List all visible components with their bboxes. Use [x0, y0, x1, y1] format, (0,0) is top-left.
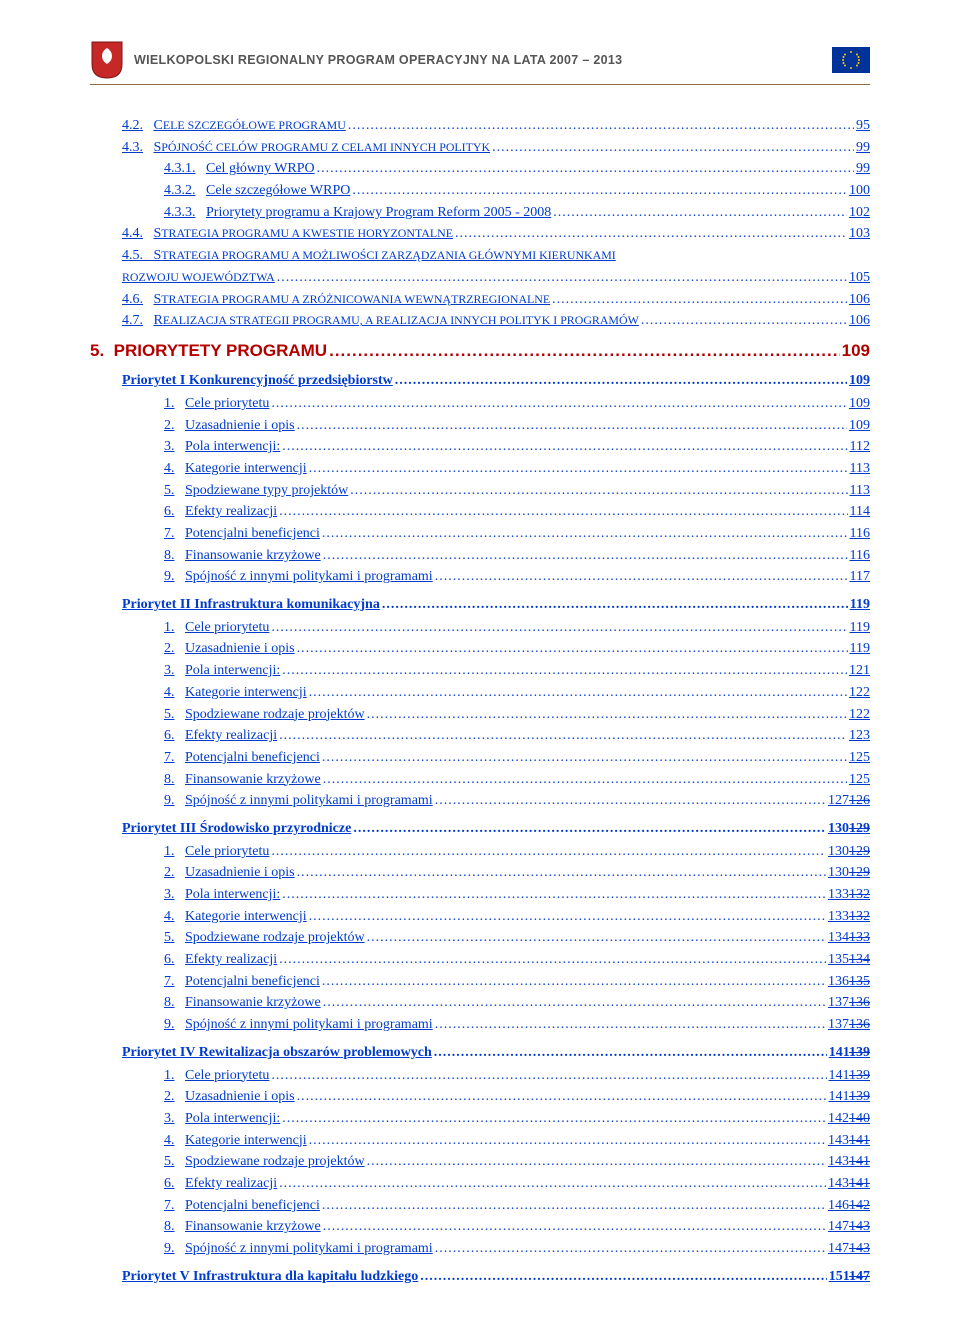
toc-entry[interactable]: 2. Uzasadnienie i opis 119 [90, 638, 870, 660]
toc-entry[interactable]: 4.6. STRATEGIA PROGRAMU A ZRÓŻNICOWANIA … [90, 289, 870, 311]
toc-entry[interactable]: 4.3.2. Cele szczegółowe WRPO 100 [90, 180, 870, 202]
toc-priority-heading[interactable]: Priorytet V Infrastruktura dla kapitału … [90, 1266, 870, 1288]
toc-entry[interactable]: 7. Potencjalni beneficjenci 125 [90, 747, 870, 769]
toc-entry[interactable]: 6. Efekty realizacji 135134 [90, 949, 870, 971]
toc-entry[interactable]: 7. Potencjalni beneficjenci 136135 [90, 971, 870, 993]
toc-entry[interactable]: 3. Pola interwencji: 112 [90, 436, 870, 458]
toc-entry[interactable]: 4.7. REALIZACJA STRATEGII PROGRAMU, A RE… [90, 310, 870, 332]
toc-entry[interactable]: 1. Cele priorytetu 141139 [90, 1065, 870, 1087]
toc-entry[interactable]: 8. Finansowanie krzyżowe 147143 [90, 1216, 870, 1238]
header-title: WIELKOPOLSKI REGIONALNY PROGRAM OPERACYJ… [134, 53, 822, 67]
toc-entry[interactable]: 2. Uzasadnienie i opis 109 [90, 415, 870, 437]
toc-entry[interactable]: 9. Spójność z innymi politykami i progra… [90, 1238, 870, 1260]
toc-entry[interactable]: 4.3.3. Priorytety programu a Krajowy Pro… [90, 202, 870, 224]
toc-entry[interactable]: 6. Efekty realizacji 143141 [90, 1173, 870, 1195]
toc-entry[interactable]: 6. Efekty realizacji 114 [90, 501, 870, 523]
toc-entry[interactable]: 4.5. STRATEGIA PROGRAMU A MOŻLIWOŚCI ZAR… [90, 245, 870, 267]
toc-entry[interactable]: 8. Finansowanie krzyżowe 125 [90, 769, 870, 791]
toc-entry[interactable]: 2. Uzasadnienie i opis 141139 [90, 1086, 870, 1108]
toc-entry-cont[interactable]: ROZWOJU WOJEWÓDZTWA 105 [90, 267, 870, 289]
toc-entry[interactable]: 5. Spodziewane rodzaje projektów 122 [90, 704, 870, 726]
toc-entry[interactable]: 4. Kategorie interwencji 143141 [90, 1130, 870, 1152]
toc-entry[interactable]: 4. Kategorie interwencji 122 [90, 682, 870, 704]
table-of-contents: 4.2. CELE SZCZEGÓŁOWE PROGRAMU 95 4.3. S… [90, 115, 870, 1287]
toc-chapter[interactable]: 5. PRIORYTETY PROGRAMU 109 [90, 338, 870, 364]
toc-entry[interactable]: 5. Spodziewane rodzaje projektów 143141 [90, 1151, 870, 1173]
toc-entry[interactable]: 1. Cele priorytetu 109 [90, 393, 870, 415]
toc-priority-heading[interactable]: Priorytet II Infrastruktura komunikacyjn… [90, 594, 870, 616]
toc-entry[interactable]: 7. Potencjalni beneficjenci 116 [90, 523, 870, 545]
toc-entry[interactable]: 7. Potencjalni beneficjenci 146142 [90, 1195, 870, 1217]
toc-entry[interactable]: 4.4. STRATEGIA PROGRAMU A KWESTIE HORYZO… [90, 223, 870, 245]
toc-entry[interactable]: 4. Kategorie interwencji 133132 [90, 906, 870, 928]
toc-entry[interactable]: 1. Cele priorytetu 130129 [90, 841, 870, 863]
toc-priority-heading[interactable]: Priorytet IV Rewitalizacja obszarów prob… [90, 1042, 870, 1064]
toc-entry[interactable]: 5. Spodziewane rodzaje projektów 134133 [90, 927, 870, 949]
toc-entry[interactable]: 4.3.1. Cel główny WRPO 99 [90, 158, 870, 180]
crest-icon [90, 40, 124, 80]
toc-priority-heading[interactable]: Priorytet III Środowisko przyrodnicze 13… [90, 818, 870, 840]
toc-entry[interactable]: 9. Spójność z innymi politykami i progra… [90, 566, 870, 588]
toc-entry[interactable]: 4. Kategorie interwencji 113 [90, 458, 870, 480]
toc-entry[interactable]: 4.3. SPÓJNOŚĆ CELÓW PROGRAMU Z CELAMI IN… [90, 137, 870, 159]
toc-entry[interactable]: 1. Cele priorytetu 119 [90, 617, 870, 639]
toc-entry[interactable]: 3. Pola interwencji: 142140 [90, 1108, 870, 1130]
eu-flag-icon [832, 47, 870, 73]
toc-entry[interactable]: 9. Spójność z innymi politykami i progra… [90, 790, 870, 812]
toc-entry[interactable]: 4.2. CELE SZCZEGÓŁOWE PROGRAMU 95 [90, 115, 870, 137]
toc-entry[interactable]: 9. Spójność z innymi politykami i progra… [90, 1014, 870, 1036]
toc-entry[interactable]: 8. Finansowanie krzyżowe 116 [90, 545, 870, 567]
toc-entry[interactable]: 6. Efekty realizacji 123 [90, 725, 870, 747]
toc-entry[interactable]: 5. Spodziewane typy projektów 113 [90, 480, 870, 502]
document-header: WIELKOPOLSKI REGIONALNY PROGRAM OPERACYJ… [90, 40, 870, 85]
toc-entry[interactable]: 3. Pola interwencji: 121 [90, 660, 870, 682]
toc-entry[interactable]: 2. Uzasadnienie i opis 130129 [90, 862, 870, 884]
toc-priority-heading[interactable]: Priorytet I Konkurencyjność przedsiębior… [90, 370, 870, 392]
toc-entry[interactable]: 8. Finansowanie krzyżowe 137136 [90, 992, 870, 1014]
toc-entry[interactable]: 3. Pola interwencji: 133132 [90, 884, 870, 906]
